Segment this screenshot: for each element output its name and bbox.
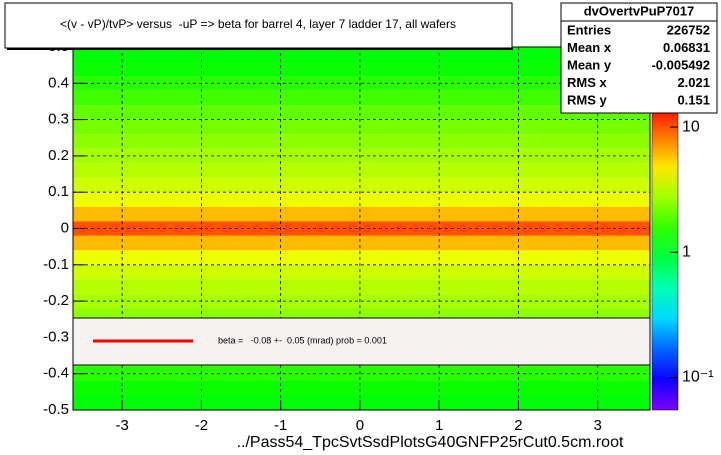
heat-cell xyxy=(73,395,650,410)
heat-cell xyxy=(73,380,650,396)
profile-point xyxy=(475,225,483,233)
z-tick-label: 10 xyxy=(682,118,700,135)
profile-point xyxy=(348,225,356,232)
z-tick-label: 10⁻¹ xyxy=(682,369,714,386)
title-box xyxy=(4,2,513,49)
profile-point xyxy=(633,226,641,234)
heat-cell xyxy=(73,250,650,265)
stats-value: 0.06831 xyxy=(663,40,710,55)
x-tick-label: 1 xyxy=(435,417,443,434)
profile-point xyxy=(554,225,562,232)
heat-cell xyxy=(73,47,650,62)
z-tick-label: 1 xyxy=(682,243,691,260)
stats-name: dvOvertvPuP7017 xyxy=(584,3,695,18)
profile-point xyxy=(364,225,372,232)
stats-label: Mean y xyxy=(567,57,612,72)
y-tick-label: 0.3 xyxy=(48,111,69,128)
profile-point xyxy=(126,225,134,233)
profile-point xyxy=(332,225,340,233)
profile-point xyxy=(142,225,150,232)
stats-value: -0.005492 xyxy=(651,57,710,72)
profile-point xyxy=(79,225,87,233)
heat-cell xyxy=(73,264,650,280)
heat-cell xyxy=(73,105,650,120)
profile-point xyxy=(237,225,245,232)
heat-cell xyxy=(73,61,650,77)
profile-point xyxy=(443,224,451,232)
profile-point xyxy=(459,225,467,232)
profile-point xyxy=(253,225,261,233)
profile-point xyxy=(602,225,610,233)
y-tick-label: 0.2 xyxy=(48,147,69,164)
profile-point xyxy=(380,225,388,233)
profile-point xyxy=(205,224,213,232)
profile-point xyxy=(300,224,308,232)
stats-value: 2.021 xyxy=(677,75,710,90)
heat-cell xyxy=(73,192,650,207)
profile-point xyxy=(110,225,118,232)
profile-point xyxy=(94,225,102,233)
profile-point xyxy=(269,225,277,232)
profile-point xyxy=(427,225,435,232)
heat-cell xyxy=(73,90,650,106)
profile-point xyxy=(158,225,166,232)
profile-point xyxy=(570,224,578,232)
profile-point xyxy=(174,225,182,233)
profile-point xyxy=(396,225,404,233)
stats-label: Mean x xyxy=(567,40,612,55)
profile-point xyxy=(538,225,546,232)
profile-point xyxy=(491,225,499,232)
y-tick-label: -0.3 xyxy=(43,328,69,345)
y-tick-label: -0.4 xyxy=(43,365,69,382)
heat-cell xyxy=(73,206,650,222)
x-tick-label: 2 xyxy=(514,417,522,434)
heat-cell xyxy=(73,163,650,178)
profile-point xyxy=(586,225,594,232)
stats-label: RMS x xyxy=(567,75,608,90)
overlay: beta = -0.08 +- 0.05 (mrad) prob = 0.001… xyxy=(4,2,718,366)
profile-point xyxy=(411,225,419,232)
heat-cell xyxy=(73,235,650,251)
profile-point xyxy=(507,225,515,232)
heat-cell xyxy=(73,119,650,135)
y-tick-label: -0.5 xyxy=(43,401,69,418)
y-tick-label: 0.1 xyxy=(48,183,69,200)
profile-point xyxy=(189,225,197,232)
x-tick-label: -1 xyxy=(274,417,287,434)
heat-cell xyxy=(73,279,650,294)
heat-cell xyxy=(73,177,650,193)
chart-title: <(v - vP)/tvP> versus -uP => beta for ba… xyxy=(60,17,456,31)
x-tick-label: 3 xyxy=(594,417,602,434)
x-axis-label: ../Pass54_TpcSvtSsdPlotsG40GNFP25rCut0.5… xyxy=(237,434,624,451)
profile-point xyxy=(617,225,625,233)
x-tick-label: -3 xyxy=(115,417,128,434)
x-tick-label: -2 xyxy=(195,417,208,434)
legend-label: beta = -0.08 +- 0.05 (mrad) prob = 0.001 xyxy=(218,335,387,345)
profile-point xyxy=(316,225,324,232)
color-palette xyxy=(651,104,679,411)
stats-label: Entries xyxy=(567,22,611,37)
stats-label: RMS y xyxy=(567,92,608,107)
profile-point xyxy=(285,225,293,232)
profile-point xyxy=(522,225,530,233)
y-tick-label: -0.2 xyxy=(43,292,69,309)
stats-value: 0.151 xyxy=(677,92,710,107)
y-tick-label: 0.4 xyxy=(48,74,69,91)
profile-point xyxy=(221,225,229,232)
y-tick-label: -0.1 xyxy=(43,256,69,273)
x-tick-label: 0 xyxy=(356,417,364,434)
heat-cell xyxy=(73,134,650,149)
stats-value: 226752 xyxy=(667,22,710,37)
y-tick-label: 0 xyxy=(61,219,69,236)
